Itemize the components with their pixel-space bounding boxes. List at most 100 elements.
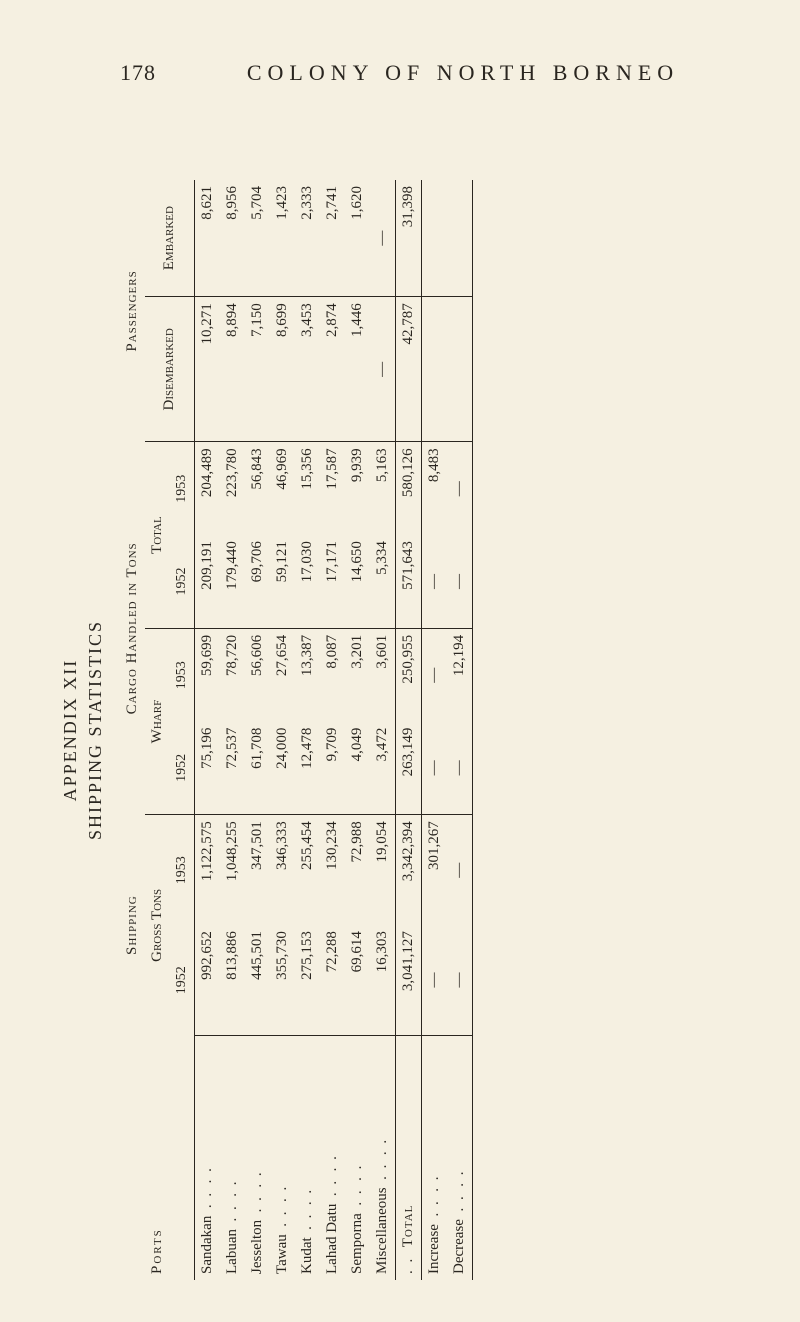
embarked: 8,956 bbox=[220, 180, 245, 297]
gross-1953: 19,054 bbox=[370, 815, 396, 925]
col-wharf: Wharf bbox=[145, 628, 170, 814]
decrease-w53: 12,194 bbox=[447, 628, 473, 721]
wharf-1952: 61,708 bbox=[245, 722, 270, 815]
col-gross-tons: Gross Tons bbox=[145, 815, 170, 1036]
total-1953: 46,969 bbox=[270, 442, 295, 535]
wharf-1953: 56,606 bbox=[245, 628, 270, 721]
gross-1953: 1,048,255 bbox=[220, 815, 245, 925]
totals-label: . . Total bbox=[396, 1035, 422, 1280]
embarked: 8,621 bbox=[195, 180, 221, 297]
increase-g53: 301,267 bbox=[422, 815, 448, 925]
disembarked: 10,271 bbox=[195, 297, 221, 442]
total-1953: 223,780 bbox=[220, 442, 245, 535]
total-1952: 179,440 bbox=[220, 535, 245, 628]
decrease-g53: — bbox=[447, 815, 473, 925]
disembarked: 3,453 bbox=[295, 297, 320, 442]
table-row: Labuan . . . .813,8861,048,25572,53778,7… bbox=[220, 180, 245, 1280]
totals-w52: 263,149 bbox=[396, 722, 422, 815]
total-1953: 204,489 bbox=[195, 442, 221, 535]
port-name: Miscellaneous . . . . bbox=[370, 1035, 396, 1280]
totals-dis: 42,787 bbox=[396, 297, 422, 442]
port-name: Lahad Datu . . . . bbox=[320, 1035, 345, 1280]
col-disembarked: Disembarked bbox=[145, 297, 195, 442]
year-1953: 1953 bbox=[170, 815, 195, 925]
gross-1952: 72,288 bbox=[320, 925, 345, 1035]
col-ports: Ports bbox=[120, 1035, 195, 1280]
wharf-1952: 9,709 bbox=[320, 722, 345, 815]
totals-emb: 31,398 bbox=[396, 180, 422, 297]
decrease-t52: — bbox=[447, 535, 473, 628]
port-name: Tawau . . . . bbox=[270, 1035, 295, 1280]
table-row: Miscellaneous . . . .16,30319,0543,4723,… bbox=[370, 180, 396, 1280]
disembarked: — bbox=[370, 297, 396, 442]
total-1952: 5,334 bbox=[370, 535, 396, 628]
total-1952: 209,191 bbox=[195, 535, 221, 628]
wharf-1952: 3,472 bbox=[370, 722, 396, 815]
increase-row: Increase . . . . — 301,267 — — — 8,483 bbox=[422, 180, 448, 1280]
col-embarked: Embarked bbox=[145, 180, 195, 297]
port-name: Jesselton . . . . bbox=[245, 1035, 270, 1280]
decrease-w52: — bbox=[447, 722, 473, 815]
year-1953: 1953 bbox=[170, 628, 195, 721]
wharf-1953: 13,387 bbox=[295, 628, 320, 721]
increase-label: Increase . . . . bbox=[422, 1035, 448, 1280]
increase-t53: 8,483 bbox=[422, 442, 448, 535]
totals-w53: 250,955 bbox=[396, 628, 422, 721]
total-1953: 17,587 bbox=[320, 442, 345, 535]
table-title: SHIPPING STATISTICS bbox=[85, 180, 106, 1280]
year-1953: 1953 bbox=[170, 442, 195, 535]
decrease-emb bbox=[447, 180, 473, 297]
gross-1952: 992,652 bbox=[195, 925, 221, 1035]
decrease-t53: — bbox=[447, 442, 473, 535]
wharf-1953: 27,654 bbox=[270, 628, 295, 721]
page-number: 178 bbox=[120, 60, 156, 86]
port-name: Kudat . . . . bbox=[295, 1035, 320, 1280]
increase-t52: — bbox=[422, 535, 448, 628]
gross-1953: 1,122,575 bbox=[195, 815, 221, 925]
embarked: — bbox=[370, 180, 396, 297]
increase-emb bbox=[422, 180, 448, 297]
year-1952: 1952 bbox=[170, 925, 195, 1035]
port-name: Labuan . . . . bbox=[220, 1035, 245, 1280]
col-cargo: Cargo Handled in Tons bbox=[120, 442, 145, 815]
total-1952: 69,706 bbox=[245, 535, 270, 628]
wharf-1952: 4,049 bbox=[345, 722, 370, 815]
totals-t53: 580,126 bbox=[396, 442, 422, 535]
gross-1953: 72,988 bbox=[345, 815, 370, 925]
wharf-1952: 12,478 bbox=[295, 722, 320, 815]
disembarked: 8,699 bbox=[270, 297, 295, 442]
gross-1952: 16,303 bbox=[370, 925, 396, 1035]
table-row: Semporna . . . .69,61472,9884,0493,20114… bbox=[345, 180, 370, 1280]
disembarked: 8,894 bbox=[220, 297, 245, 442]
wharf-1952: 75,196 bbox=[195, 722, 221, 815]
increase-dis bbox=[422, 297, 448, 442]
page: 178 COLONY OF NORTH BORNEO APPENDIX XII … bbox=[0, 0, 800, 1322]
year-1952: 1952 bbox=[170, 535, 195, 628]
decrease-label: Decrease . . . . bbox=[447, 1035, 473, 1280]
gross-1953: 130,234 bbox=[320, 815, 345, 925]
totals-t52: 571,643 bbox=[396, 535, 422, 628]
total-1952: 59,121 bbox=[270, 535, 295, 628]
total-1953: 5,163 bbox=[370, 442, 396, 535]
increase-w52: — bbox=[422, 722, 448, 815]
wharf-1953: 8,087 bbox=[320, 628, 345, 721]
totals-row: . . Total 3,041,127 3,342,394 263,149 25… bbox=[396, 180, 422, 1280]
gross-1953: 346,333 bbox=[270, 815, 295, 925]
embarked: 2,333 bbox=[295, 180, 320, 297]
embarked: 2,741 bbox=[320, 180, 345, 297]
rotated-table-wrapper: APPENDIX XII SHIPPING STATISTICS Ports S… bbox=[60, 180, 473, 1280]
embarked: 5,704 bbox=[245, 180, 270, 297]
appendix-label: APPENDIX XII bbox=[60, 180, 81, 1280]
disembarked: 2,874 bbox=[320, 297, 345, 442]
page-header: 178 COLONY OF NORTH BORNEO bbox=[120, 60, 730, 86]
embarked: 1,423 bbox=[270, 180, 295, 297]
totals-g52: 3,041,127 bbox=[396, 925, 422, 1035]
total-1953: 15,356 bbox=[295, 442, 320, 535]
running-head: COLONY OF NORTH BORNEO bbox=[196, 60, 730, 86]
table-row: Sandakan . . . .992,6521,122,57575,19659… bbox=[195, 180, 221, 1280]
gross-1952: 355,730 bbox=[270, 925, 295, 1035]
wharf-1952: 72,537 bbox=[220, 722, 245, 815]
decrease-g52: — bbox=[447, 925, 473, 1035]
table-row: Tawau . . . .355,730346,33324,00027,6545… bbox=[270, 180, 295, 1280]
increase-w53: — bbox=[422, 628, 448, 721]
